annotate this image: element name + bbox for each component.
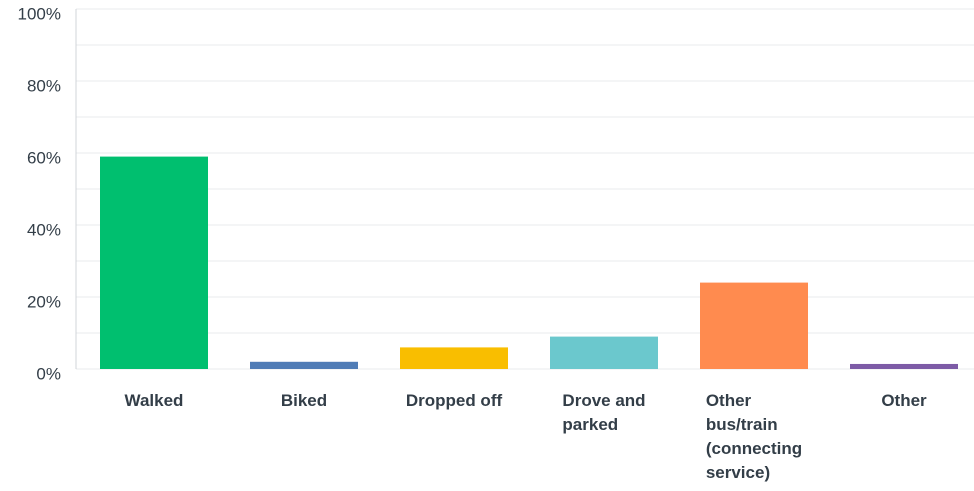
y-tick-label: 0% — [36, 364, 61, 383]
x-tick-label: Other — [881, 391, 927, 410]
bar — [850, 363, 958, 369]
bar — [700, 282, 808, 369]
bar — [550, 336, 658, 369]
x-tick-label: Biked — [281, 391, 327, 410]
bar — [400, 347, 508, 369]
y-tick-label: 60% — [27, 148, 61, 167]
bar — [250, 361, 358, 369]
y-tick-label: 20% — [27, 292, 61, 311]
bar — [100, 156, 208, 369]
y-tick-label: 100% — [18, 4, 61, 23]
x-tick-label: Dropped off — [406, 391, 503, 410]
y-tick-label: 40% — [27, 220, 61, 239]
x-tick-label: Walked — [125, 391, 184, 410]
x-tick-label: Drove and parked — [562, 391, 645, 434]
y-tick-label: 80% — [27, 76, 61, 95]
x-tick-label: Other bus/train (connecting service) — [706, 391, 802, 482]
